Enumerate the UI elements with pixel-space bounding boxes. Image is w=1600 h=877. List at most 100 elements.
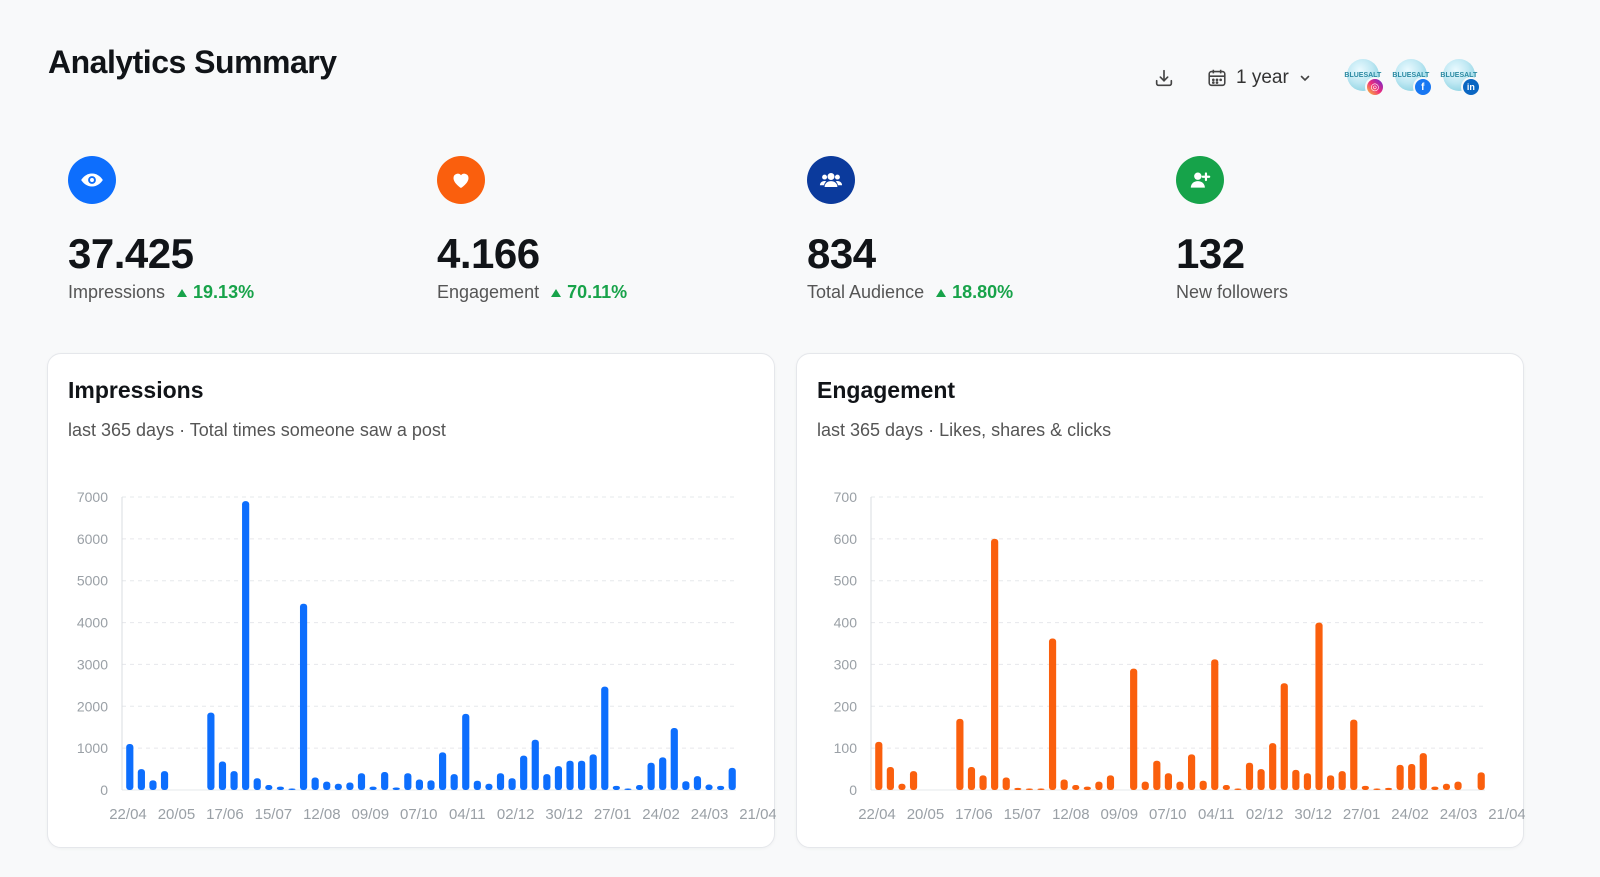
bar[interactable] <box>392 787 400 790</box>
bar[interactable] <box>1384 787 1393 790</box>
bar[interactable] <box>1072 784 1080 790</box>
bar[interactable] <box>473 780 481 790</box>
bar[interactable] <box>288 788 296 791</box>
bar[interactable] <box>1454 781 1462 790</box>
bar[interactable] <box>967 766 976 790</box>
bar[interactable] <box>1002 777 1010 790</box>
bar[interactable] <box>554 766 563 790</box>
bar[interactable] <box>276 786 284 790</box>
bar[interactable] <box>647 762 655 790</box>
bar[interactable] <box>1153 760 1161 790</box>
bar[interactable] <box>334 783 342 790</box>
bar[interactable] <box>369 786 377 790</box>
bar[interactable] <box>693 776 702 790</box>
bar[interactable] <box>1164 773 1173 790</box>
bar[interactable] <box>1408 764 1416 790</box>
bar[interactable] <box>520 755 528 790</box>
bar[interactable] <box>311 777 319 790</box>
bar[interactable] <box>1292 769 1300 790</box>
bar[interactable] <box>979 775 987 790</box>
bar[interactable] <box>1257 769 1265 790</box>
bar[interactable] <box>438 752 447 790</box>
bar[interactable] <box>1048 638 1057 790</box>
bar[interactable] <box>230 771 238 790</box>
account-instagram[interactable]: BLUESALT ◎ <box>1344 59 1385 97</box>
bar[interactable] <box>875 741 883 790</box>
bar[interactable] <box>1442 783 1451 790</box>
bar[interactable] <box>1060 779 1068 790</box>
bar[interactable] <box>1245 762 1254 790</box>
bar[interactable] <box>898 783 906 790</box>
bar[interactable] <box>1234 788 1242 791</box>
bar[interactable] <box>149 780 157 790</box>
bar[interactable] <box>1269 743 1277 790</box>
bar[interactable] <box>728 767 736 790</box>
bar[interactable] <box>1095 781 1103 790</box>
bar[interactable] <box>265 784 273 790</box>
bar[interactable] <box>462 713 470 790</box>
bar[interactable] <box>1187 754 1196 790</box>
bar[interactable] <box>485 783 493 790</box>
bar[interactable] <box>1315 622 1323 790</box>
bar[interactable] <box>508 778 516 790</box>
bar[interactable] <box>1199 780 1207 790</box>
bar[interactable] <box>705 784 713 790</box>
bar[interactable] <box>1176 781 1184 790</box>
bar[interactable] <box>566 760 574 790</box>
bar[interactable] <box>624 788 632 791</box>
bar[interactable] <box>717 785 725 790</box>
bar[interactable] <box>670 728 678 790</box>
bar[interactable] <box>1431 786 1439 790</box>
bar[interactable] <box>137 769 145 790</box>
bar[interactable] <box>1396 764 1404 790</box>
bar[interactable] <box>323 781 331 790</box>
bar[interactable] <box>601 686 609 790</box>
bar[interactable] <box>1211 659 1219 790</box>
bar[interactable] <box>1222 784 1230 790</box>
bar[interactable] <box>1106 775 1115 790</box>
bar[interactable] <box>682 781 690 790</box>
bar[interactable] <box>1303 773 1312 790</box>
bar[interactable] <box>1419 753 1427 790</box>
bar[interactable] <box>496 773 505 790</box>
bar[interactable] <box>886 766 894 790</box>
bar[interactable] <box>1280 683 1288 790</box>
bar[interactable] <box>242 501 250 790</box>
bar[interactable] <box>357 773 366 790</box>
bar[interactable] <box>543 774 551 790</box>
bar[interactable] <box>1130 668 1138 790</box>
bar[interactable] <box>531 739 539 790</box>
bar[interactable] <box>218 761 227 790</box>
bar[interactable] <box>659 757 667 790</box>
bar[interactable] <box>450 774 458 790</box>
period-dropdown[interactable]: 1 year <box>1206 67 1311 89</box>
bar[interactable] <box>1014 787 1022 790</box>
bar[interactable] <box>346 782 354 790</box>
bar[interactable] <box>635 784 644 790</box>
download-button[interactable] <box>1148 62 1180 94</box>
bar[interactable] <box>1025 788 1033 791</box>
bar[interactable] <box>909 771 918 790</box>
bar[interactable] <box>1338 771 1346 790</box>
account-facebook[interactable]: BLUESALT f <box>1392 59 1433 97</box>
bar[interactable] <box>381 772 389 790</box>
bar[interactable] <box>612 785 620 790</box>
bar[interactable] <box>299 603 308 790</box>
account-linkedin[interactable]: BLUESALT in <box>1440 59 1481 97</box>
bar[interactable] <box>160 771 169 790</box>
bar[interactable] <box>415 779 424 790</box>
bar[interactable] <box>1083 786 1091 790</box>
bar[interactable] <box>1037 788 1045 791</box>
bar[interactable] <box>1327 775 1335 790</box>
bar[interactable] <box>956 718 964 790</box>
bar[interactable] <box>404 773 412 790</box>
bar[interactable] <box>126 743 134 790</box>
bar[interactable] <box>589 754 597 790</box>
bar[interactable] <box>207 712 215 790</box>
bar[interactable] <box>578 760 586 790</box>
bar[interactable] <box>1361 785 1369 790</box>
bar[interactable] <box>991 538 999 790</box>
bar[interactable] <box>427 780 435 790</box>
bar[interactable] <box>1477 772 1485 790</box>
bar[interactable] <box>1373 788 1381 791</box>
